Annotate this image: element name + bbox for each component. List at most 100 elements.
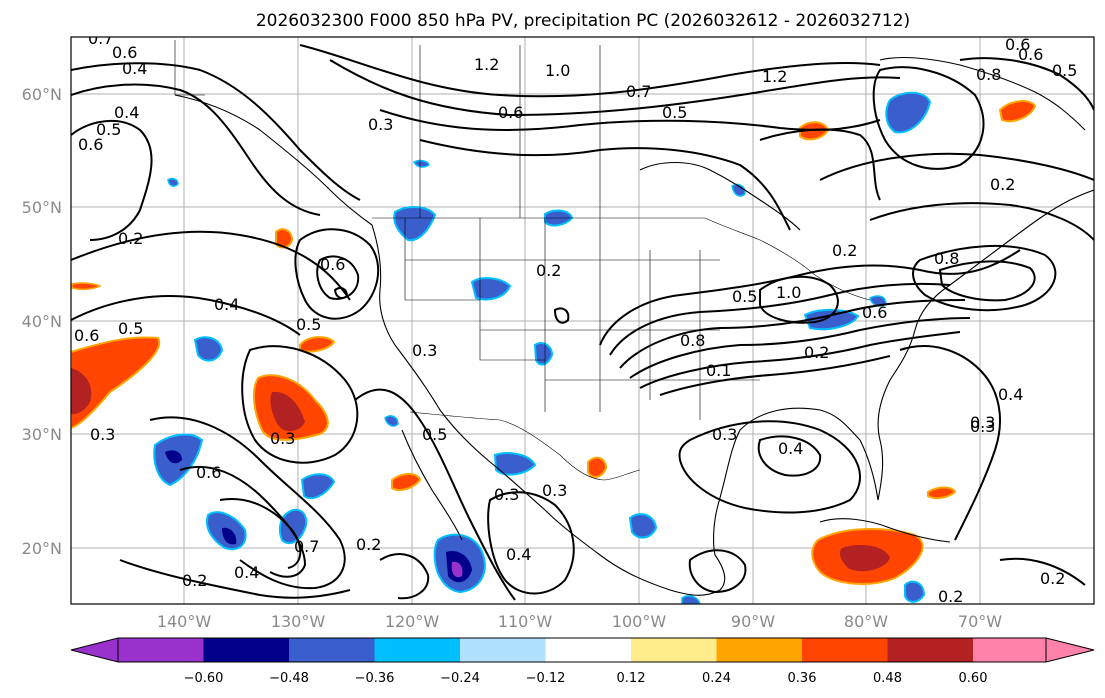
pv-contour bbox=[379, 553, 430, 600]
colorbar-segment bbox=[887, 638, 973, 662]
precip-negative-area bbox=[885, 91, 932, 134]
coastlines bbox=[174, 57, 1094, 596]
lat-label: 40°N bbox=[22, 312, 62, 331]
pv-contour bbox=[71, 295, 301, 336]
pv-contour bbox=[419, 139, 791, 231]
pv-contour bbox=[819, 152, 1094, 181]
contour-label: 1.0 bbox=[776, 283, 801, 302]
pv-contour bbox=[639, 331, 961, 389]
contour-label: 0.3 bbox=[970, 413, 995, 432]
contour-label: 0.5 bbox=[1052, 61, 1077, 80]
colorbar-tick: 0.36 bbox=[788, 671, 817, 686]
lon-label: 110°W bbox=[498, 612, 553, 631]
lon-label: 70°W bbox=[958, 612, 1002, 631]
contour-label: 0.2 bbox=[804, 343, 829, 362]
pv-contour bbox=[938, 260, 1036, 302]
lat-label: 50°N bbox=[22, 198, 62, 217]
pv-contour bbox=[609, 282, 951, 356]
pv-contour bbox=[599, 249, 1021, 346]
colorbar-segment bbox=[374, 638, 460, 662]
precip-positive-core bbox=[270, 391, 305, 432]
contour-label: 0.2 bbox=[182, 571, 207, 590]
pv-contour bbox=[71, 83, 321, 216]
lon-label: 130°W bbox=[271, 612, 326, 631]
precip-negative-core bbox=[165, 450, 182, 464]
colorbar-tick: −0.12 bbox=[526, 671, 566, 686]
precip-negative-core bbox=[222, 527, 237, 545]
precip-positive-area bbox=[927, 486, 957, 500]
contour-label: 0.6 bbox=[1005, 35, 1030, 54]
colorbar-tick: 0.24 bbox=[702, 671, 731, 686]
pv-contour bbox=[688, 549, 747, 594]
precip-shading bbox=[71, 91, 1037, 604]
contour-label: 0.4 bbox=[998, 385, 1023, 404]
precip-positive-area bbox=[275, 228, 294, 249]
colorbar-segment bbox=[631, 638, 717, 662]
contour-label: 0.2 bbox=[990, 175, 1015, 194]
pv-contour bbox=[759, 128, 881, 201]
contour-label: 0.6 bbox=[112, 43, 137, 62]
contour-label: 0.3 bbox=[542, 481, 567, 500]
pacific-coast bbox=[174, 94, 726, 596]
contour-label: 0.4 bbox=[214, 295, 239, 314]
contour-label: 0.3 bbox=[270, 429, 295, 448]
pv-contour bbox=[872, 66, 985, 170]
precip-negative-area bbox=[681, 595, 701, 604]
map-frame bbox=[70, 36, 1095, 605]
pv-contour bbox=[149, 416, 346, 590]
precip-positive-area bbox=[71, 336, 161, 430]
contour-label: 0.2 bbox=[356, 535, 381, 554]
pv-contour bbox=[659, 355, 891, 396]
state-border bbox=[479, 218, 701, 420]
political-borders bbox=[174, 40, 871, 481]
pv-contour bbox=[71, 119, 153, 241]
pv-contour bbox=[869, 202, 1094, 241]
contour-label: 0.4 bbox=[122, 59, 147, 78]
lon-label: 140°W bbox=[157, 612, 212, 631]
precip-negative-area bbox=[393, 206, 437, 242]
lon-label: 80°W bbox=[844, 612, 888, 631]
precip-positive-area bbox=[71, 282, 102, 291]
colorbar-segment bbox=[460, 638, 546, 662]
colorbar-tick: 0.12 bbox=[617, 671, 646, 686]
contour-label: 0.3 bbox=[494, 485, 519, 504]
contour-label: 0.8 bbox=[976, 65, 1001, 84]
precip-negative-area bbox=[493, 452, 537, 476]
pv-contour bbox=[759, 275, 839, 324]
precip-negative-area bbox=[533, 342, 554, 366]
lon-label: 120°W bbox=[385, 612, 440, 631]
contour-label: 0.6 bbox=[78, 135, 103, 154]
contour-label: 0.4 bbox=[114, 103, 139, 122]
contour-label: 0.5 bbox=[662, 103, 687, 122]
precip-negative-area bbox=[384, 415, 399, 427]
pv-contour bbox=[678, 420, 861, 514]
precip-negative-area bbox=[412, 159, 430, 168]
pv-contour bbox=[299, 44, 881, 98]
colorbar-tick: −0.60 bbox=[184, 671, 224, 686]
contour-label: 0.6 bbox=[1018, 45, 1043, 64]
longitude-labels: 140°W 130°W 120°W 110°W 100°W 90°W 80°W … bbox=[157, 612, 1002, 631]
alaska-border bbox=[174, 40, 205, 96]
colorbar-extend-high bbox=[1045, 637, 1095, 663]
pv-contour bbox=[219, 498, 302, 569]
pv-contour bbox=[119, 559, 351, 599]
contour-label: 0.3 bbox=[712, 425, 737, 444]
contour-labels: 0.7 0.6 0.4 0.6 0.5 0.4 1.2 1.0 0.6 0.7 … bbox=[74, 35, 1077, 604]
colorbar-tick: −0.24 bbox=[440, 671, 480, 686]
contour-label: 0.3 bbox=[90, 425, 115, 444]
lon-label: 100°W bbox=[612, 612, 667, 631]
cuba-coast bbox=[819, 518, 951, 543]
pv-contour bbox=[354, 388, 516, 601]
contour-label: 0.1 bbox=[706, 361, 731, 380]
contour-label: 1.2 bbox=[474, 55, 499, 74]
precip-negative-area bbox=[628, 513, 658, 539]
pv-contour bbox=[999, 557, 1086, 586]
lat-label: 20°N bbox=[22, 539, 62, 558]
contour-label: 1.0 bbox=[545, 61, 570, 80]
pv-contour bbox=[912, 244, 1057, 312]
contour-label: 0.6 bbox=[498, 103, 523, 122]
latitude-labels: 60°N 50°N 40°N 30°N 20°N bbox=[22, 85, 62, 558]
contour-label: 0.7 bbox=[294, 537, 319, 556]
pv-contour bbox=[757, 435, 822, 477]
contour-label: 0.8 bbox=[934, 249, 959, 268]
